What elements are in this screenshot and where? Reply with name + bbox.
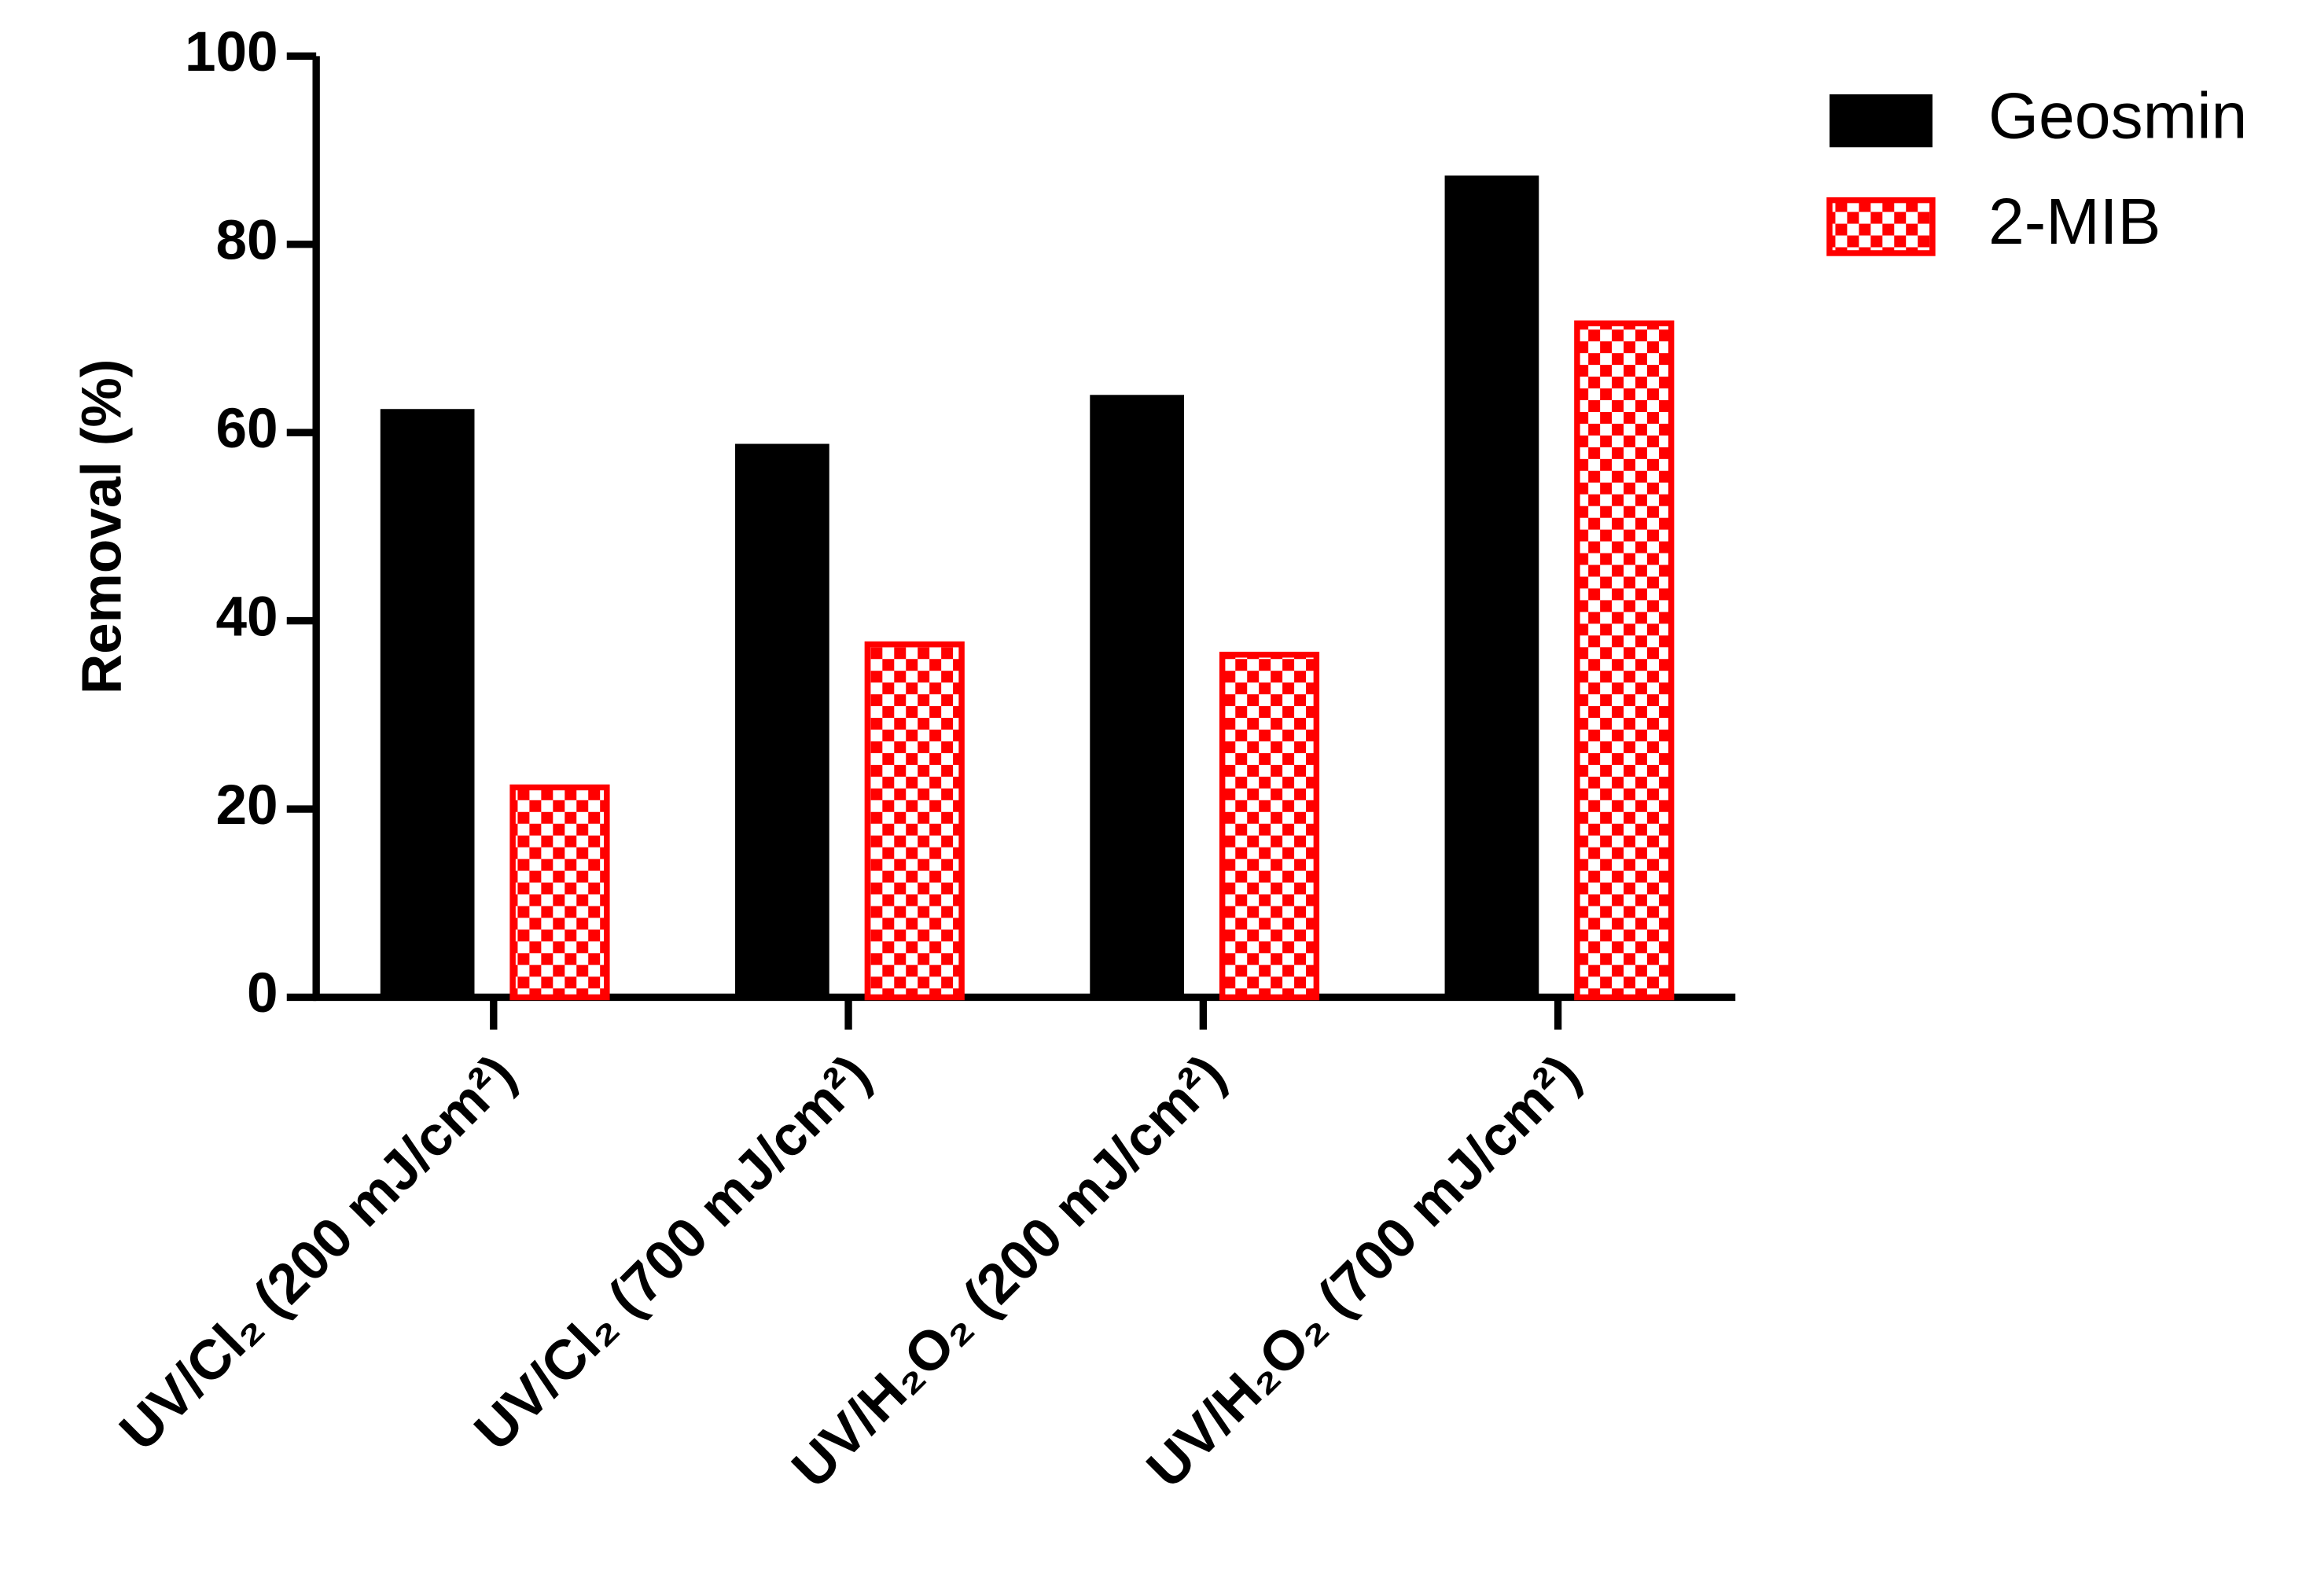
legend-label: Geosmin bbox=[1988, 79, 2247, 152]
legend-swatch bbox=[1826, 197, 1936, 256]
x-tick-label: UV/Cl₂ (200 mJ/cm²) bbox=[108, 1043, 528, 1462]
y-tick-label: 60 bbox=[215, 398, 278, 460]
bar bbox=[1444, 175, 1539, 998]
bar bbox=[509, 784, 610, 1001]
bar bbox=[1574, 320, 1675, 1001]
y-tick-label: 80 bbox=[215, 210, 278, 272]
legend-label: 2-MIB bbox=[1988, 186, 2161, 258]
x-tick-label: UV/Cl₂ (700 mJ/cm²) bbox=[463, 1043, 882, 1462]
bar bbox=[735, 443, 829, 998]
bar bbox=[1219, 651, 1320, 1001]
y-tick-label: 100 bbox=[185, 21, 278, 83]
y-tick-label: 40 bbox=[215, 586, 278, 648]
legend-swatch bbox=[1829, 94, 1933, 148]
y-tick-label: 20 bbox=[215, 774, 278, 837]
bar bbox=[1090, 395, 1185, 998]
bar bbox=[380, 409, 475, 998]
y-tick-label: 0 bbox=[247, 962, 278, 1024]
bar bbox=[864, 641, 965, 1001]
y-axis-label: Removal (%) bbox=[71, 359, 133, 695]
